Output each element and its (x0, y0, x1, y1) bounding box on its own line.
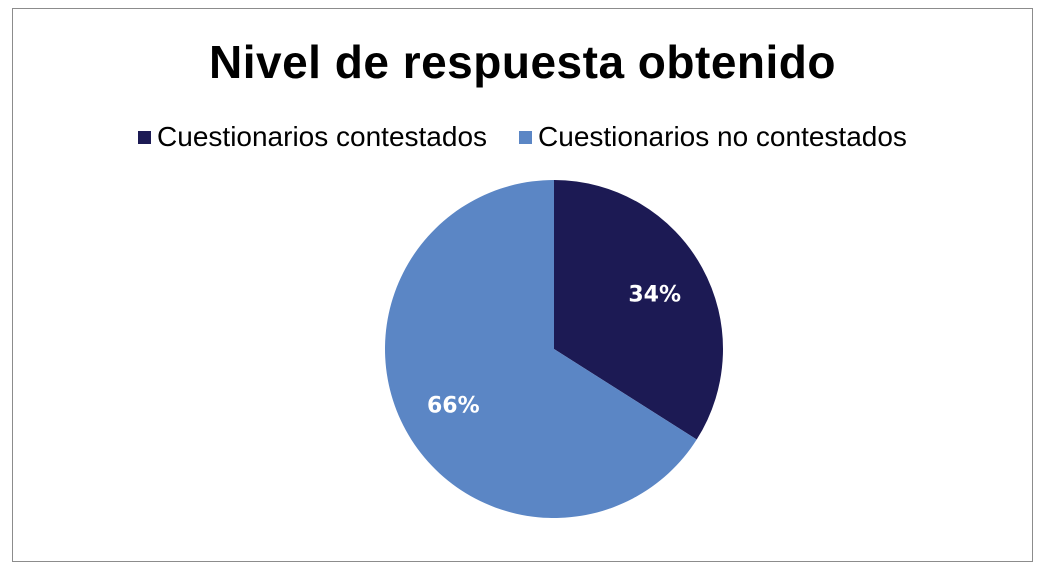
chart-frame: Nivel de respuesta obtenido Cuestionario… (12, 8, 1033, 562)
data-label-contestados: 34% (628, 283, 681, 308)
legend: Cuestionarios contestados Cuestionarios … (13, 121, 1032, 153)
pie-slice-contestados (554, 180, 723, 440)
data-label-no-contestados: 66% (427, 393, 480, 418)
legend-label-no-contestados: Cuestionarios no contestados (538, 121, 907, 152)
pie-chart: 34% 66% (384, 180, 723, 518)
legend-item-contestados: Cuestionarios contestados (138, 121, 487, 153)
legend-label-contestados: Cuestionarios contestados (157, 121, 488, 152)
legend-swatch-contestados (138, 130, 152, 144)
legend-swatch-no-contestados (519, 130, 533, 144)
pie-slice-no-contestados (384, 180, 697, 518)
legend-item-no-contestados: Cuestionarios no contestados (519, 121, 907, 153)
chart-title: Nivel de respuesta obtenido (209, 36, 836, 88)
